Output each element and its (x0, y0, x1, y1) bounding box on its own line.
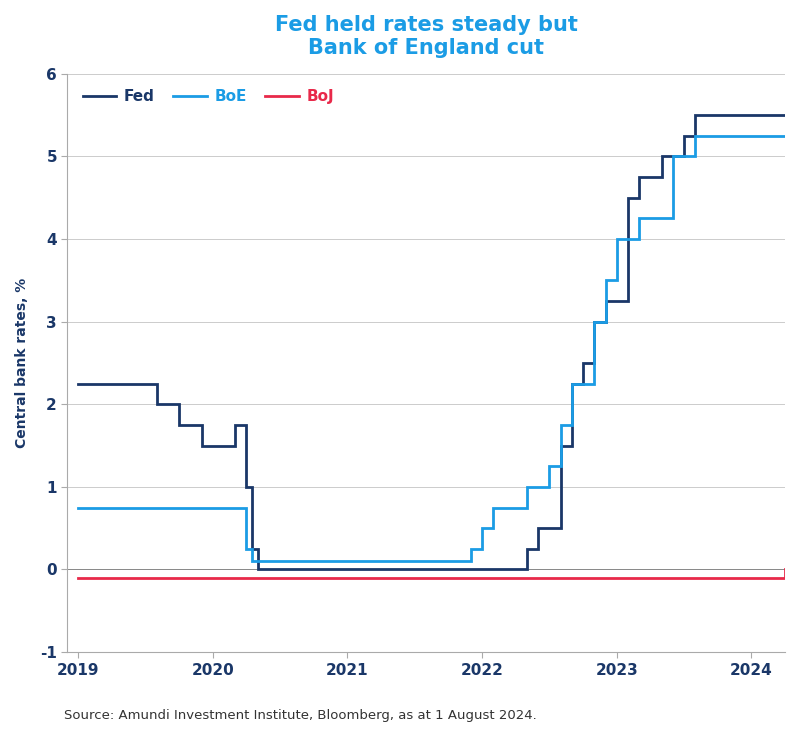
Text: Source: Amundi Investment Institute, Bloomberg, as at 1 August 2024.: Source: Amundi Investment Institute, Blo… (64, 709, 537, 722)
Y-axis label: Central bank rates, %: Central bank rates, % (15, 278, 29, 448)
Legend: Fed, BoE, BoJ: Fed, BoE, BoJ (75, 81, 342, 112)
Title: Fed held rates steady but
Bank of England cut: Fed held rates steady but Bank of Englan… (274, 15, 578, 58)
